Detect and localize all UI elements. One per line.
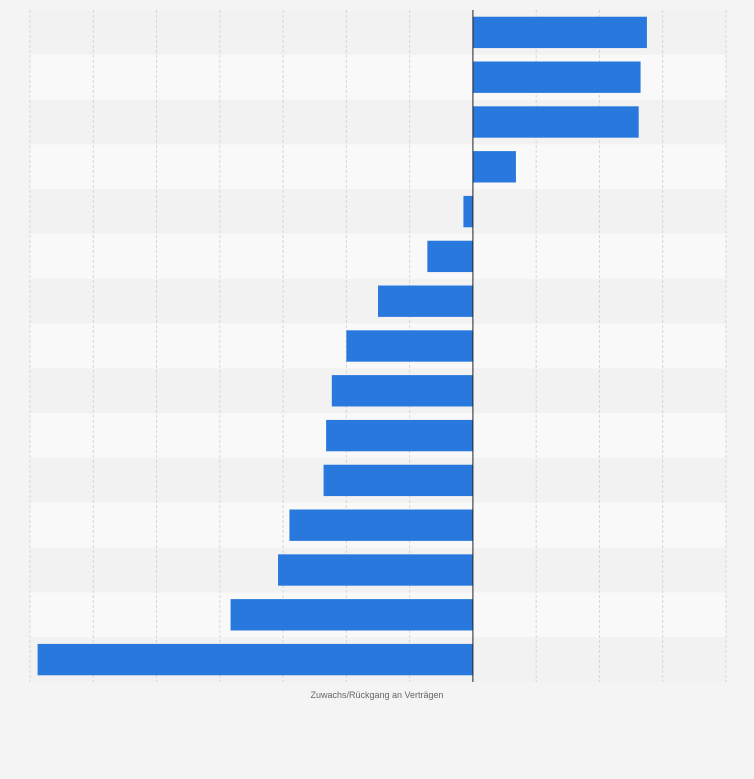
bar[interactable] [278,554,473,586]
bar[interactable] [427,240,473,273]
row-band [30,144,726,190]
bar[interactable] [323,464,473,497]
bar[interactable] [472,61,641,93]
bar[interactable] [37,643,473,676]
x-axis-label: Zuwachs/Rückgang an Verträgen [310,690,443,700]
bar[interactable] [289,509,473,541]
row-band [30,189,726,234]
bar[interactable] [331,375,473,407]
bar[interactable] [472,16,647,49]
bars [37,16,647,676]
bar[interactable] [378,285,473,317]
bar[interactable] [472,151,516,183]
row-band [30,234,726,279]
bar[interactable] [346,330,473,362]
bar[interactable] [472,106,639,138]
bar[interactable] [326,419,473,452]
bar[interactable] [230,599,473,631]
bar[interactable] [463,195,473,228]
